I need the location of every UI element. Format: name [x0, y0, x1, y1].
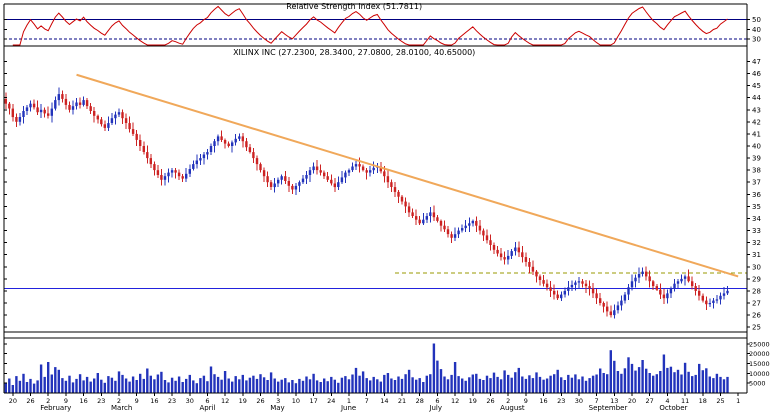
- svg-text:25: 25: [752, 324, 761, 332]
- svg-text:27: 27: [646, 397, 654, 405]
- svg-text:April: April: [199, 404, 215, 412]
- axes: 4746454443424140393837363534333231302928…: [3, 3, 770, 412]
- svg-text:9: 9: [524, 397, 528, 405]
- svg-text:May: May: [270, 404, 284, 412]
- svg-text:4: 4: [665, 397, 669, 405]
- svg-text:24: 24: [327, 397, 335, 405]
- svg-text:19: 19: [239, 397, 247, 405]
- svg-text:7: 7: [365, 397, 369, 405]
- svg-text:23: 23: [557, 397, 565, 405]
- rsi-panel-title: Relative Strength Index (51.7811): [286, 2, 423, 11]
- svg-text:35: 35: [752, 203, 761, 211]
- svg-text:1: 1: [736, 397, 740, 405]
- svg-text:25: 25: [716, 397, 724, 405]
- price-panel[interactable]: [4, 73, 747, 319]
- svg-text:16: 16: [79, 397, 87, 405]
- svg-text:23: 23: [168, 397, 176, 405]
- svg-text:20: 20: [628, 397, 636, 405]
- svg-text:October: October: [659, 404, 687, 412]
- svg-text:30: 30: [752, 263, 761, 271]
- svg-text:30: 30: [752, 36, 761, 44]
- svg-text:47: 47: [752, 58, 761, 66]
- svg-text:27: 27: [752, 300, 761, 308]
- svg-text:42: 42: [752, 118, 761, 126]
- svg-text:46: 46: [752, 70, 761, 78]
- svg-text:16: 16: [539, 397, 547, 405]
- svg-text:28: 28: [752, 287, 761, 295]
- svg-text:34: 34: [752, 215, 761, 223]
- svg-text:21: 21: [398, 397, 406, 405]
- svg-text:5000: 5000: [749, 380, 766, 388]
- price-panel-title: XILINX INC (27.2300, 28.3400, 27.0800, 2…: [233, 48, 476, 57]
- svg-text:9: 9: [135, 397, 139, 405]
- svg-text:10: 10: [292, 397, 300, 405]
- svg-text:2: 2: [506, 397, 510, 405]
- svg-text:August: August: [500, 404, 525, 412]
- svg-text:13: 13: [610, 397, 618, 405]
- svg-text:45: 45: [752, 82, 761, 90]
- svg-text:15000: 15000: [749, 360, 770, 368]
- svg-text:28: 28: [416, 397, 424, 405]
- svg-text:2: 2: [46, 397, 50, 405]
- rsi-panel[interactable]: [4, 5, 747, 46]
- svg-text:39: 39: [752, 155, 761, 163]
- svg-text:41: 41: [752, 130, 761, 138]
- svg-text:6: 6: [435, 397, 439, 405]
- svg-text:11: 11: [681, 397, 689, 405]
- svg-text:20: 20: [9, 397, 17, 405]
- svg-text:2: 2: [117, 397, 121, 405]
- trendline: [76, 73, 739, 278]
- svg-text:40: 40: [752, 26, 761, 34]
- svg-text:February: February: [40, 404, 71, 412]
- svg-text:26: 26: [26, 397, 34, 405]
- svg-text:23: 23: [97, 397, 105, 405]
- svg-text:36: 36: [752, 191, 761, 199]
- rsi-line: [12, 5, 728, 46]
- svg-text:9: 9: [64, 397, 68, 405]
- svg-text:3: 3: [276, 397, 280, 405]
- svg-text:1: 1: [347, 397, 351, 405]
- svg-text:44: 44: [752, 94, 761, 102]
- svg-text:17: 17: [309, 397, 317, 405]
- svg-text:32: 32: [752, 239, 761, 247]
- svg-text:30: 30: [186, 397, 194, 405]
- svg-text:50: 50: [752, 16, 761, 24]
- svg-text:7: 7: [595, 397, 599, 405]
- svg-text:16: 16: [150, 397, 158, 405]
- svg-text:26: 26: [486, 397, 494, 405]
- svg-text:26: 26: [256, 397, 264, 405]
- svg-text:29: 29: [752, 275, 761, 283]
- svg-text:37: 37: [752, 179, 761, 187]
- svg-text:38: 38: [752, 167, 761, 175]
- svg-text:10000: 10000: [749, 370, 770, 378]
- svg-text:12: 12: [221, 397, 229, 405]
- svg-text:June: June: [340, 404, 356, 412]
- svg-text:40: 40: [752, 143, 761, 151]
- svg-text:12: 12: [451, 397, 459, 405]
- svg-text:6: 6: [205, 397, 209, 405]
- svg-text:20000: 20000: [749, 350, 770, 358]
- svg-text:43: 43: [752, 106, 761, 114]
- svg-text:26: 26: [752, 312, 761, 320]
- svg-text:18: 18: [699, 397, 707, 405]
- svg-text:March: March: [111, 404, 132, 412]
- volume-panel[interactable]: [4, 343, 729, 394]
- svg-text:14: 14: [380, 397, 388, 405]
- svg-text:31: 31: [752, 251, 761, 259]
- svg-text:33: 33: [752, 227, 761, 235]
- svg-text:July: July: [428, 404, 442, 412]
- svg-text:September: September: [589, 404, 628, 412]
- svg-text:25000: 25000: [749, 340, 770, 348]
- svg-text:19: 19: [469, 397, 477, 405]
- svg-text:30: 30: [575, 397, 583, 405]
